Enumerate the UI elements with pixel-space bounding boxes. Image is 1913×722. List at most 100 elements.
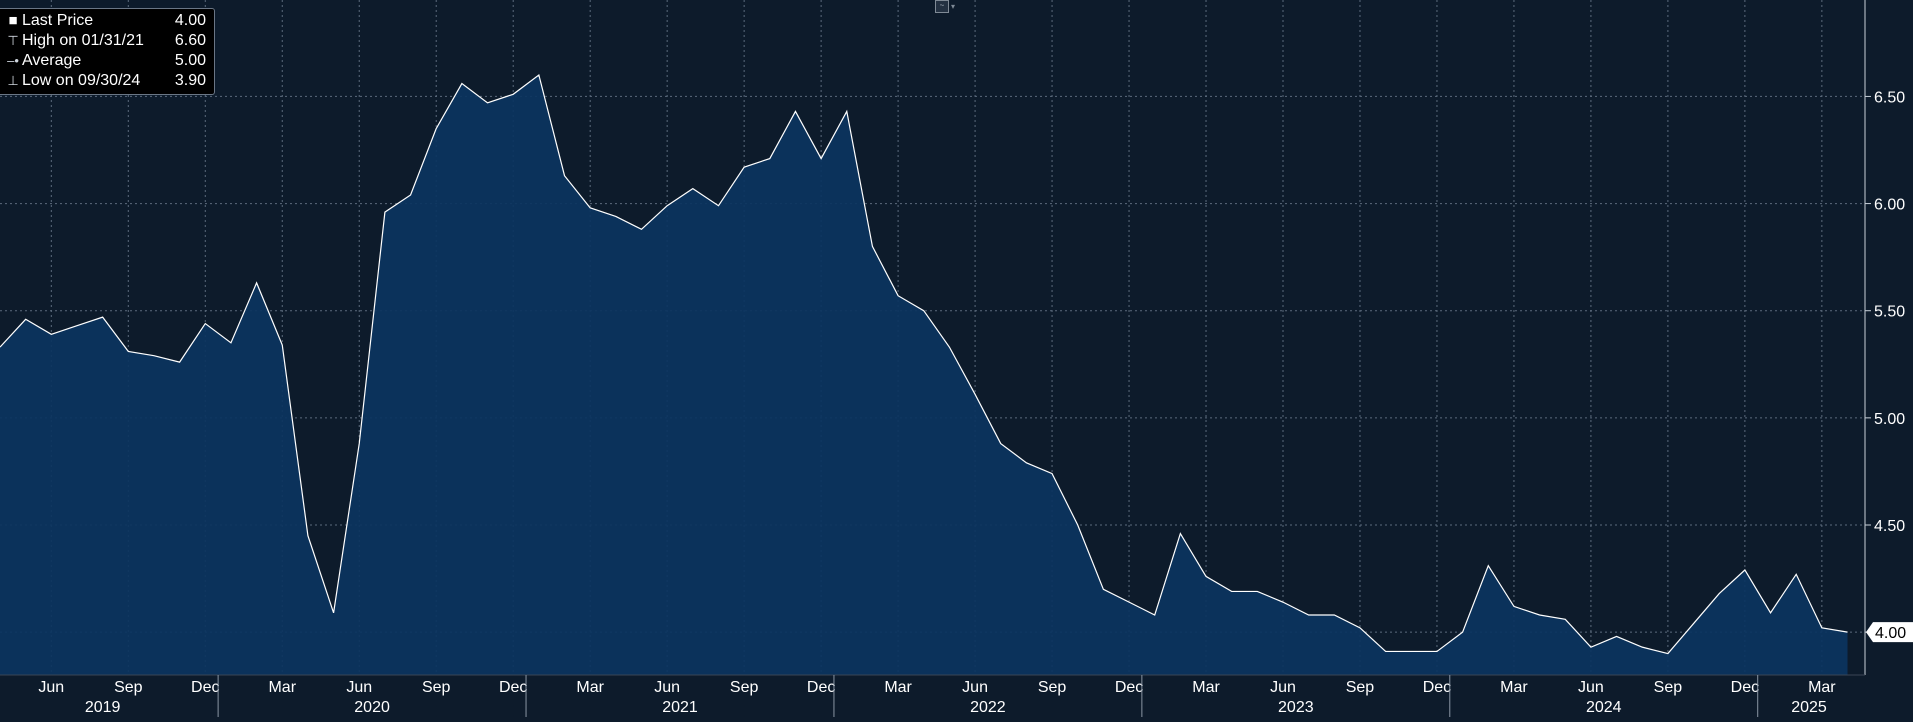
x-tick-label: Jun xyxy=(346,679,372,696)
data-point xyxy=(717,205,719,207)
data-point xyxy=(1462,631,1464,633)
data-point xyxy=(1821,627,1823,629)
data-point xyxy=(1616,635,1618,637)
data-point xyxy=(871,245,873,247)
data-point xyxy=(666,205,668,207)
data-point xyxy=(461,83,463,85)
year-label: 2020 xyxy=(354,699,390,716)
y-tick-label: 4.50 xyxy=(1874,518,1905,535)
y-tick-label: 5.00 xyxy=(1874,411,1905,428)
data-point xyxy=(820,158,822,160)
series-line xyxy=(0,73,1848,655)
year-label: 2024 xyxy=(1586,699,1622,716)
data-point xyxy=(1744,569,1746,571)
last-value-tag-text: 4.00 xyxy=(1875,625,1906,642)
data-point xyxy=(1231,590,1233,592)
data-point xyxy=(923,310,925,312)
high-marker-icon: ⊤ xyxy=(7,33,19,48)
data-point xyxy=(897,295,899,297)
x-tick-label: Jun xyxy=(962,679,988,696)
legend-last-price-value: 4.00 xyxy=(174,12,206,29)
year-label: 2019 xyxy=(85,699,121,716)
data-point xyxy=(1359,627,1361,629)
data-point xyxy=(743,166,745,168)
data-point xyxy=(487,102,489,104)
data-point xyxy=(589,207,591,209)
chart-type-icon[interactable]: ~ xyxy=(935,0,949,13)
chart-options-icon[interactable]: ~ ▾ xyxy=(935,0,963,13)
data-point xyxy=(1333,614,1335,616)
data-point xyxy=(769,158,771,160)
data-point xyxy=(435,128,437,130)
data-point xyxy=(50,333,52,335)
data-point xyxy=(1051,473,1053,475)
data-point xyxy=(1025,462,1027,464)
legend-last-price-label: Last Price xyxy=(22,12,94,29)
x-tick-label: Mar xyxy=(1808,679,1836,696)
data-point xyxy=(1513,605,1515,607)
data-point xyxy=(1564,618,1566,620)
x-tick-label: Mar xyxy=(884,679,912,696)
x-tick-label: Jun xyxy=(654,679,680,696)
x-tick-label: Mar xyxy=(268,679,296,696)
data-point xyxy=(538,74,540,76)
x-tick-label: Sep xyxy=(1654,679,1683,696)
data-point xyxy=(307,535,309,537)
data-point xyxy=(1385,650,1387,652)
average-marker-icon: –• xyxy=(7,53,19,68)
data-point xyxy=(1847,631,1849,633)
x-tick-label: Dec xyxy=(1423,679,1451,696)
legend-low-label: Low on 09/30/24 xyxy=(22,72,141,89)
data-point xyxy=(1282,601,1284,603)
data-point xyxy=(1179,533,1181,535)
data-point xyxy=(333,612,335,614)
data-point xyxy=(230,342,232,344)
legend-average-value: 5.00 xyxy=(174,52,206,69)
data-point xyxy=(102,316,104,318)
x-tick-label: Jun xyxy=(38,679,64,696)
data-point xyxy=(1487,565,1489,567)
data-point xyxy=(1436,650,1438,652)
x-tick-label: Dec xyxy=(1731,679,1759,696)
legend-high-label: High on 01/31/21 xyxy=(22,32,144,49)
data-point xyxy=(256,282,258,284)
data-point xyxy=(25,318,27,320)
x-tick-label: Dec xyxy=(1115,679,1143,696)
area-layer xyxy=(0,73,1849,675)
x-tick-label: Jun xyxy=(1270,679,1296,696)
data-point xyxy=(384,211,386,213)
data-point xyxy=(204,323,206,325)
x-tick-label: Dec xyxy=(499,679,527,696)
legend-average-label: Average xyxy=(22,52,82,69)
data-point xyxy=(1641,646,1643,648)
low-marker-icon: ⊥ xyxy=(7,73,19,88)
legend-row-last-price: ■ Last Price 4.00 xyxy=(4,11,206,31)
last-value-tag: 4.00 xyxy=(1866,622,1913,643)
chevron-down-icon[interactable]: ▾ xyxy=(951,1,956,11)
data-point xyxy=(410,194,412,196)
y-tick-label: 6.00 xyxy=(1874,197,1905,214)
data-point xyxy=(615,215,617,217)
data-point xyxy=(846,110,848,112)
x-tick-label: Sep xyxy=(1346,679,1375,696)
data-point xyxy=(948,346,950,348)
data-point xyxy=(1000,443,1002,445)
data-point xyxy=(1590,646,1592,648)
data-point xyxy=(1102,588,1104,590)
data-point xyxy=(179,361,181,363)
x-tick-label: Mar xyxy=(1500,679,1528,696)
data-point xyxy=(641,228,643,230)
y-tick-label: 5.50 xyxy=(1874,304,1905,321)
data-point xyxy=(564,175,566,177)
x-tick-label: Dec xyxy=(807,679,835,696)
data-point xyxy=(1693,623,1695,625)
legend-row-average: –• Average 5.00 xyxy=(4,51,206,71)
last-value-tag-bg xyxy=(1866,622,1913,643)
year-label: 2023 xyxy=(1278,699,1314,716)
data-point xyxy=(512,93,514,95)
data-point xyxy=(1256,590,1258,592)
x-tick-label: Mar xyxy=(1192,679,1220,696)
data-point xyxy=(1718,593,1720,595)
